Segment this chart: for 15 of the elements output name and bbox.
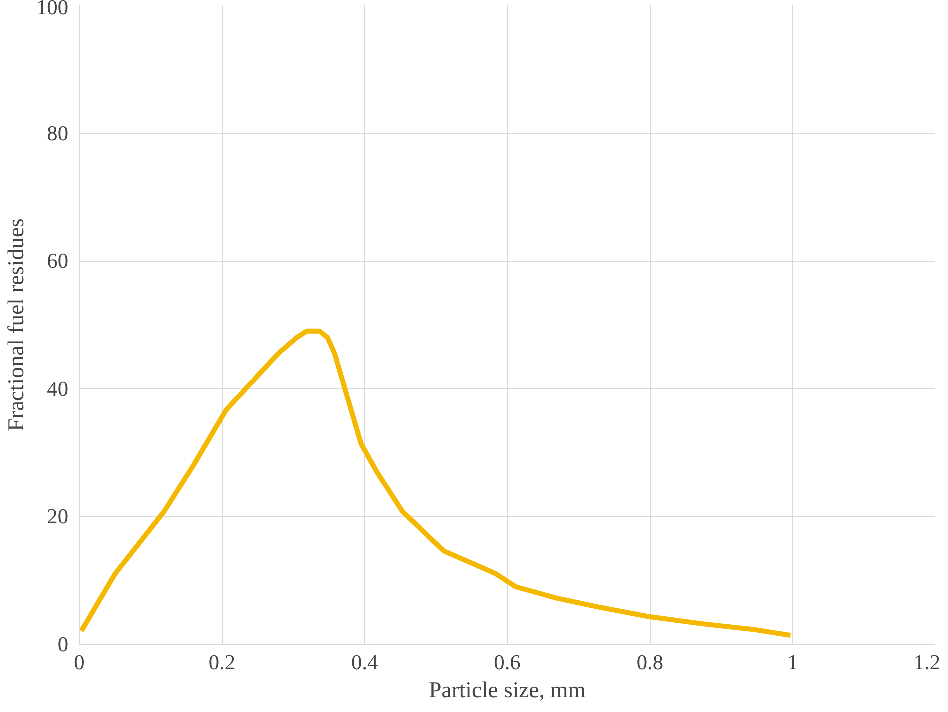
y-tick-label: 20 [47, 504, 68, 529]
x-tick-label: 0.4 [352, 650, 378, 674]
x-axis-title: Particle size, mm [429, 678, 586, 702]
y-tick-label: 0 [58, 632, 69, 656]
x-tick-label: 1 [788, 650, 798, 674]
x-tick-label: 0.8 [636, 650, 664, 674]
y-tick-label: 40 [47, 376, 68, 401]
y-axis-title: Fractional fuel residues [4, 218, 29, 432]
x-tick-label: 0.6 [494, 650, 522, 674]
x-tick-label: 0.2 [208, 650, 236, 674]
x-tick-label: 0 [74, 650, 85, 674]
x-tick-label: 1.2 [914, 650, 941, 674]
y-tick-label: 100 [36, 0, 69, 20]
y-tick-label: 80 [47, 121, 68, 146]
y-tick-label: 60 [47, 249, 68, 274]
